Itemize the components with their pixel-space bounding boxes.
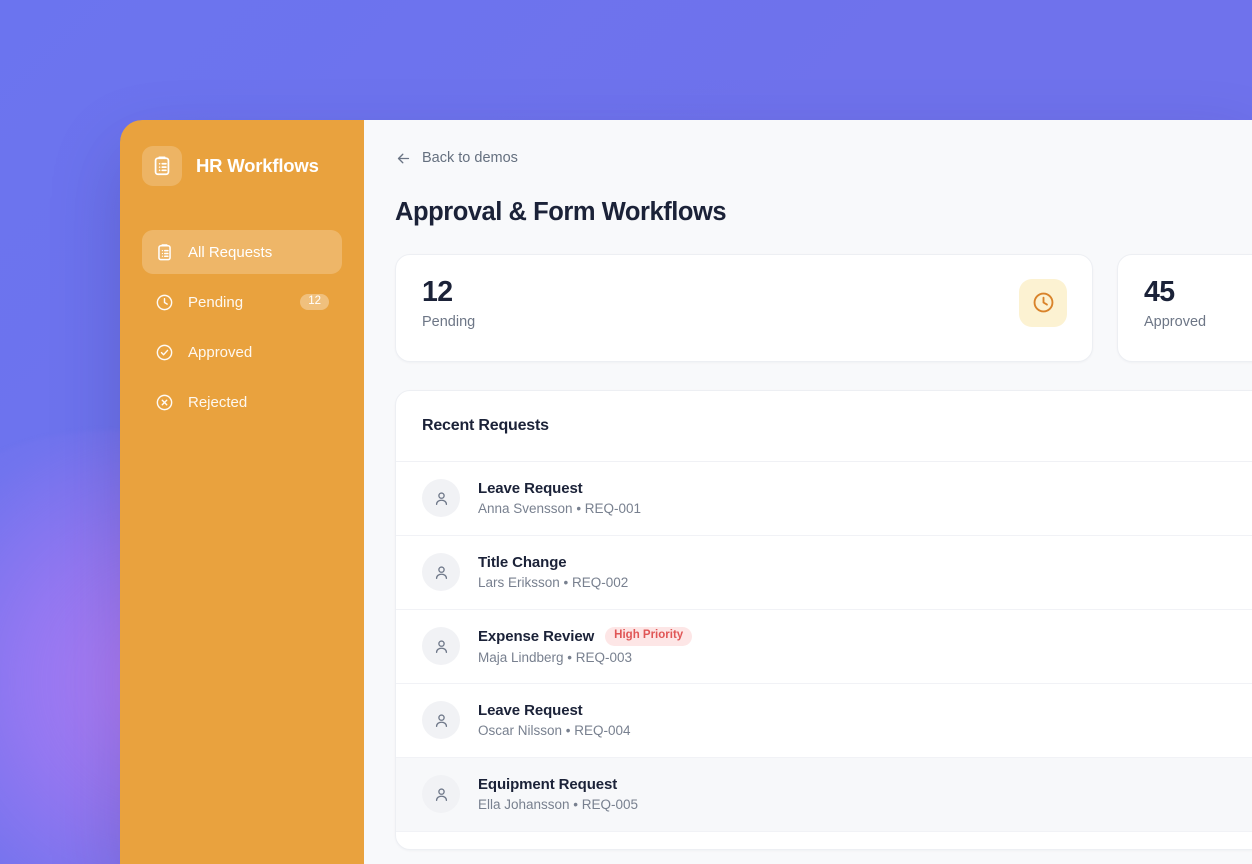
table-row[interactable]: Equipment Request Ella Johansson • REQ-0…	[396, 757, 1252, 832]
table-row[interactable]: Leave Request Anna Svensson • REQ-001	[396, 462, 1252, 536]
user-icon	[422, 479, 460, 517]
table-row-title-line: Leave Request	[478, 702, 631, 719]
request-meta: Lars Eriksson • REQ-002	[478, 575, 629, 590]
arrow-left-icon	[395, 150, 412, 167]
stat-card-text: 45 Approved	[1144, 275, 1207, 331]
sidebar-item-label: Approved	[188, 343, 253, 361]
stat-card-approved[interactable]: 45 Approved	[1117, 253, 1252, 362]
stat-card-text: 12 Pending	[422, 275, 476, 331]
main-content: Back to demos Approval & Form Workflows …	[364, 120, 1252, 864]
request-meta: Oscar Nilsson • REQ-004	[478, 723, 631, 738]
clipboard-list-icon	[142, 146, 182, 186]
user-icon	[422, 627, 460, 665]
table-row-title-line: Expense Review High Priority	[478, 627, 693, 646]
sidebar-item-pending[interactable]: Pending 12	[142, 280, 342, 324]
table-row-title-line: Leave Request	[478, 480, 641, 497]
table-row[interactable]: Title Change Lars Eriksson • REQ-002	[396, 536, 1252, 610]
request-title: Title Change	[478, 554, 567, 571]
sidebar-item-rejected[interactable]: Rejected	[142, 380, 342, 424]
table-row-text: Leave Request Anna Svensson • REQ-001	[478, 480, 641, 516]
user-icon	[422, 553, 460, 591]
request-meta: Maja Lindberg • REQ-003	[478, 649, 633, 665]
sidebar-item-label: All Requests	[188, 243, 273, 261]
sidebar-item-label: Rejected	[188, 393, 248, 411]
clock-icon	[155, 293, 174, 312]
stat-value: 12	[422, 275, 453, 308]
table-row-text: Title Change Lars Eriksson • REQ-002	[478, 554, 628, 590]
request-title: Leave Request	[478, 480, 583, 497]
brand: HR Workflows	[142, 141, 342, 191]
sidebar-nav: All Requests Pending 12	[142, 230, 342, 424]
table-row-text: Expense Review High Priority Maja Lindbe…	[478, 627, 693, 665]
request-title: Leave Request	[478, 702, 583, 719]
recent-requests-header: Recent Requests	[396, 391, 1252, 462]
table-row-text: Equipment Request Ella Johansson • REQ-0…	[478, 776, 638, 812]
sidebar-item-approved[interactable]: Approved	[142, 330, 342, 374]
stat-label: Approved	[1144, 314, 1207, 331]
stat-label: Pending	[422, 314, 476, 331]
table-row-title-line: Title Change	[478, 554, 628, 571]
x-circle-icon	[155, 393, 174, 412]
status-badge: High Priority	[605, 627, 693, 646]
request-meta: Anna Svensson • REQ-001	[478, 501, 642, 516]
clipboard-list-icon	[155, 243, 174, 262]
brand-title: HR Workflows	[196, 155, 319, 176]
back-to-demos-link[interactable]: Back to demos	[395, 148, 518, 168]
sidebar-item-badge: 12	[300, 293, 329, 311]
table-row-text: Leave Request Oscar Nilsson • REQ-004	[478, 702, 631, 738]
recent-requests-panel: Recent Requests Leave Request Anna Svens…	[395, 389, 1252, 850]
request-meta: Ella Johansson • REQ-005	[478, 797, 639, 812]
check-circle-icon	[155, 343, 174, 362]
table-row[interactable]: Expense Review High Priority Maja Lindbe…	[396, 610, 1252, 684]
request-title: Expense Review	[478, 628, 595, 645]
user-icon	[422, 701, 460, 739]
user-icon	[422, 775, 460, 813]
page-title: Approval & Form Workflows	[395, 197, 727, 226]
stat-value: 45	[1144, 275, 1175, 308]
back-to-demos-label: Back to demos	[422, 150, 518, 166]
stat-card-pending[interactable]: 12 Pending	[395, 253, 1093, 362]
sidebar: HR Workflows All Requests	[120, 120, 364, 864]
clock-icon	[1019, 278, 1067, 327]
stat-cards-row: 12 Pending 45 Approved	[395, 253, 1252, 362]
recent-requests-title: Recent Requests	[422, 416, 549, 434]
table-row[interactable]: Leave Request Oscar Nilsson • REQ-004	[396, 684, 1252, 758]
sidebar-item-all-requests[interactable]: All Requests	[142, 230, 342, 274]
request-title: Equipment Request	[478, 776, 618, 793]
sidebar-item-label: Pending	[188, 293, 244, 311]
table-row-title-line: Equipment Request	[478, 776, 638, 793]
app-window: HR Workflows All Requests	[120, 120, 1252, 864]
